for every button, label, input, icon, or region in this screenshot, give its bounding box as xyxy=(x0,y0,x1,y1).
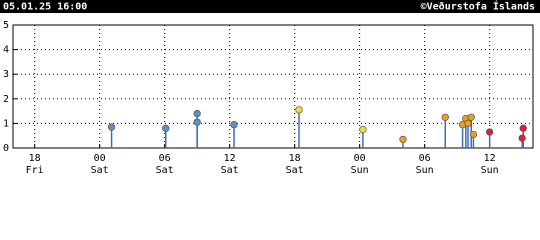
y-tick-label: 2 xyxy=(3,94,9,105)
y-tick-label: 3 xyxy=(3,69,9,80)
chart-title: 05.01.25 16:00 xyxy=(3,2,87,13)
header-bar xyxy=(0,0,540,13)
x-tick-day: Sat xyxy=(91,165,109,175)
x-tick-label: 06 xyxy=(159,153,171,164)
quake-point xyxy=(193,109,201,118)
x-tick-day: Sat xyxy=(156,165,174,175)
y-tick-label: 5 xyxy=(3,20,9,31)
x-tick-day: Sat xyxy=(221,165,239,175)
x-tick-label: 00 xyxy=(94,153,106,164)
quake-point xyxy=(399,135,407,144)
y-tick-label: 4 xyxy=(3,45,9,56)
quake-point xyxy=(107,123,116,131)
x-tick-label: 06 xyxy=(419,153,431,164)
quake-point xyxy=(359,125,367,134)
x-tick-label: 18 xyxy=(29,153,41,164)
quake-point xyxy=(162,124,170,132)
credit: ©Veðurstofa Íslands xyxy=(421,0,535,13)
quake-point xyxy=(518,134,526,142)
x-tick-day: Sun xyxy=(481,165,499,175)
plot-frame xyxy=(12,24,534,149)
x-tick-day: Sat xyxy=(286,165,304,175)
y-tick-label: 0 xyxy=(3,143,9,154)
x-tick-label: 18 xyxy=(289,153,301,164)
quake-point xyxy=(295,106,303,114)
quake-point xyxy=(467,113,475,121)
quake-point xyxy=(469,130,478,139)
quake-point xyxy=(464,119,472,128)
x-tick-day: Sun xyxy=(351,165,369,175)
chart: 05.01.25 16:00 ©Veðurstofa Íslands 01234… xyxy=(0,0,540,175)
quake-point xyxy=(230,120,238,129)
x-tick-label: 00 xyxy=(354,153,366,164)
quake-point xyxy=(519,124,527,132)
quake-point xyxy=(193,118,201,126)
quake-point xyxy=(486,128,494,136)
x-tick-label: 12 xyxy=(224,153,236,164)
x-tick-day: Fri xyxy=(26,165,44,175)
x-tick-label: 12 xyxy=(484,153,496,164)
x-tick-day: Sun xyxy=(416,165,434,175)
quake-point xyxy=(441,113,449,121)
y-tick-label: 1 xyxy=(3,118,9,129)
